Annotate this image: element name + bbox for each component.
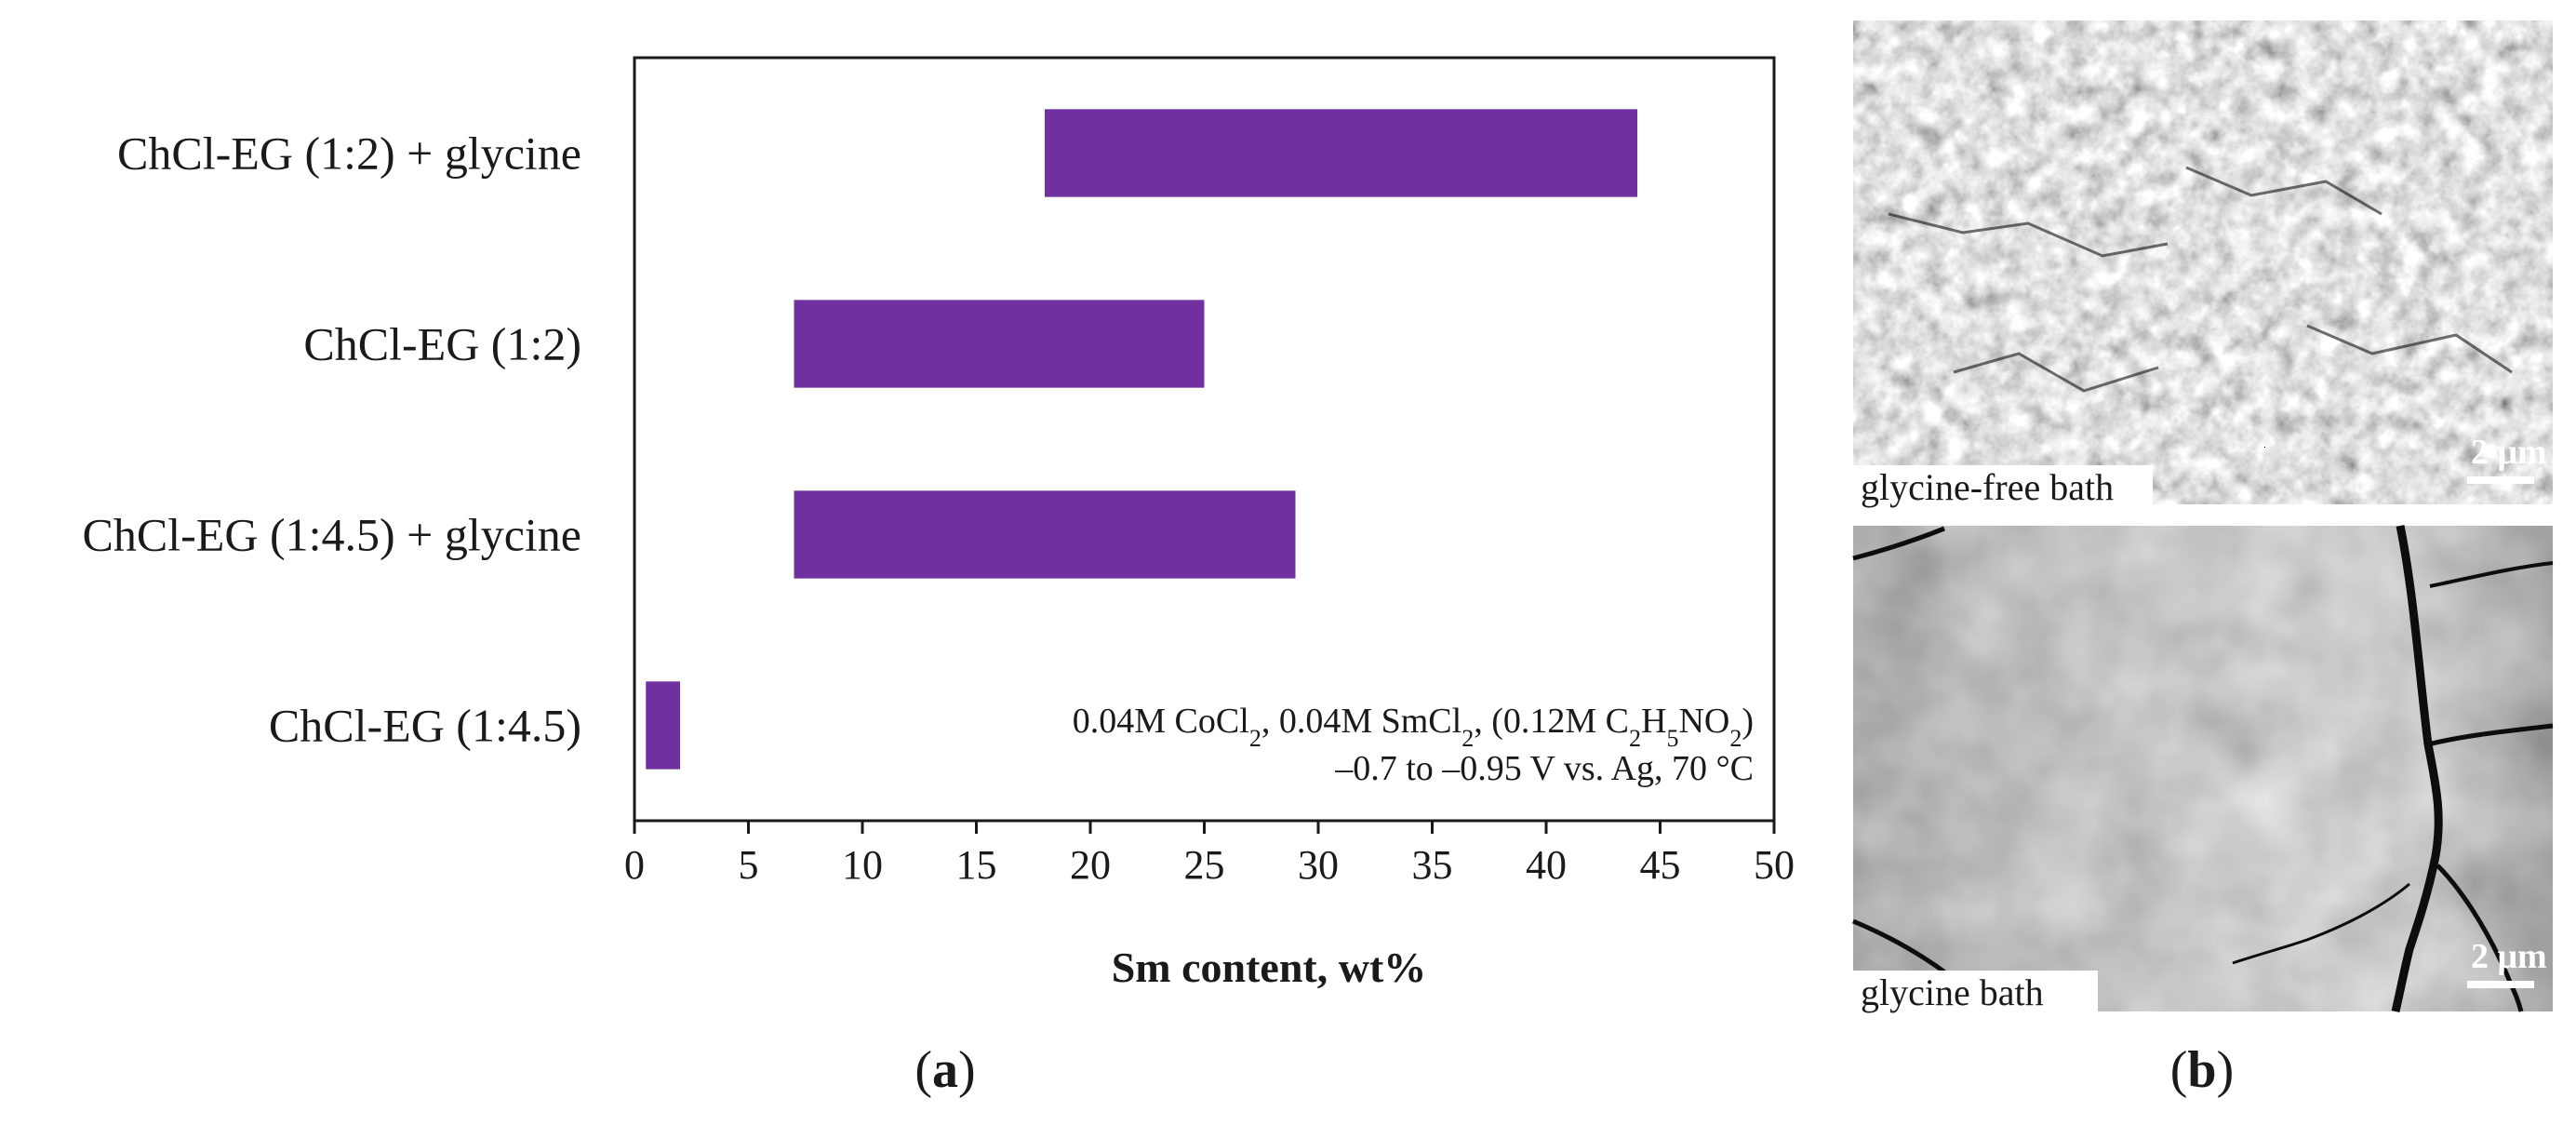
micrograph-glycine-free: glycine-free bath 2 μm (1853, 20, 2553, 508)
x-tick-label: 35 (1412, 842, 1453, 888)
category-label: ChCl-EG (1:4.5) + glycine (83, 509, 581, 561)
category-label: ChCl-EG (1:4.5) (269, 700, 581, 752)
panel-a-label: (a) (914, 1041, 975, 1099)
x-axis-ticks: 0 5 10 15 20 25 30 35 40 45 50 (624, 821, 1795, 888)
micrograph-caption: glycine-free bath (1861, 466, 2114, 508)
bar (646, 681, 680, 770)
panel-b-label: (b) (2170, 1041, 2234, 1099)
category-label: ChCl-EG (1:2) (303, 318, 581, 370)
caption-box (1853, 465, 2153, 508)
sm-content-bar-chart: ChCl-EG (1:2) + glycine ChCl-EG (1:2) ChCl… (83, 56, 1795, 991)
x-tick-label: 15 (956, 842, 997, 888)
x-tick-label: 40 (1526, 842, 1567, 888)
category-label: ChCl-EG (1:2) + glycine (117, 127, 581, 180)
bar (794, 300, 1205, 388)
x-tick-label: 45 (1640, 842, 1681, 888)
scale-bar-label: 2 μm (2471, 937, 2547, 976)
bar (794, 490, 1296, 579)
scale-bar (2467, 476, 2534, 484)
x-tick-label: 0 (624, 842, 645, 888)
x-axis-label: Sm content, wt% (1112, 944, 1427, 991)
bar (1045, 109, 1637, 197)
x-tick-label: 10 (842, 842, 883, 888)
x-tick-label: 30 (1298, 842, 1339, 888)
micrograph-caption: glycine bath (1861, 971, 2044, 1013)
x-tick-label: 50 (1754, 842, 1795, 888)
plot-area-frame (633, 56, 1776, 823)
scale-bar-label: 2 μm (2471, 433, 2547, 472)
scale-bar (2467, 981, 2534, 988)
conditions-annotation-line2: –0.7 to –0.95 V vs. Ag, 70 °C (1334, 749, 1754, 788)
bars (646, 109, 1637, 770)
micrograph-glycine: glycine bath 2 μm (1852, 525, 2554, 1014)
x-tick-label: 5 (739, 842, 759, 888)
x-tick-label: 20 (1070, 842, 1111, 888)
caption-box (1853, 971, 2098, 1013)
category-labels: ChCl-EG (1:2) + glycine ChCl-EG (1:2) ChCl… (83, 127, 581, 752)
conditions-annotation-line1: 0.04M CoCl2, 0.04M SmCl2, (0.12M C2H5NO2… (1073, 702, 1754, 752)
x-tick-label: 25 (1184, 842, 1225, 888)
